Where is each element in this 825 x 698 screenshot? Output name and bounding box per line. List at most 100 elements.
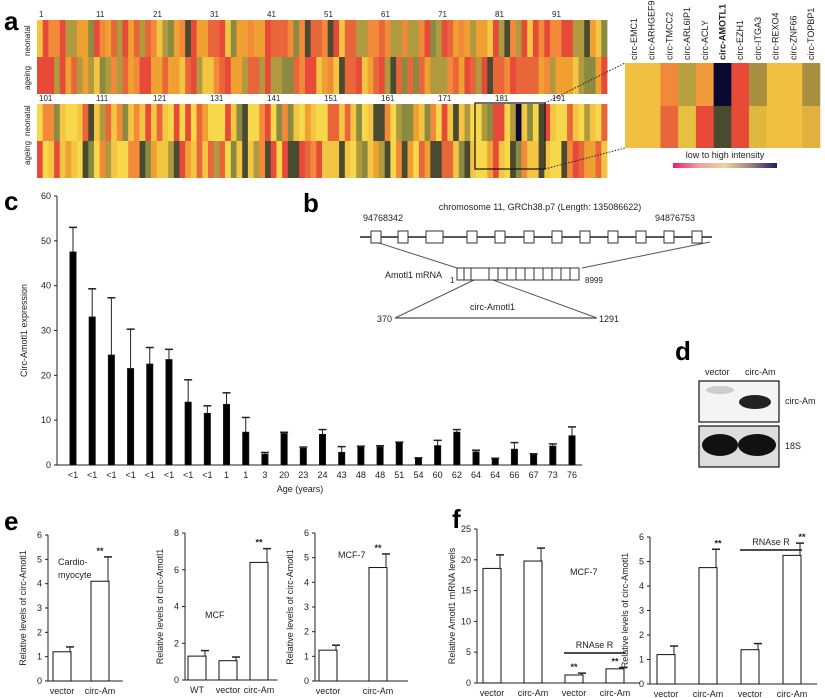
heatmap-cell — [99, 57, 106, 94]
heatmap-cell — [379, 104, 386, 141]
heatmap-cell — [396, 104, 403, 141]
heatmap-cell — [578, 141, 585, 178]
heatmap-cell — [333, 104, 340, 141]
heatmap-cell — [436, 20, 443, 57]
heatmap-cell — [344, 141, 351, 178]
x-tick-label: 20 — [279, 470, 289, 480]
zoom-cell — [802, 106, 821, 148]
heatmap-cell — [515, 141, 522, 178]
heatmap-cell — [179, 20, 186, 57]
genomic-end: 94876753 — [655, 213, 695, 223]
heatmap-cell — [82, 57, 89, 94]
heatmap-cell — [595, 20, 602, 57]
heatmap-cell — [225, 141, 232, 178]
heatmap-cell — [572, 20, 579, 57]
heatmap-cell — [567, 104, 574, 141]
heatmap-cell — [156, 20, 163, 57]
zoom-cell — [642, 63, 661, 106]
row-label-ageing: ageing — [23, 66, 32, 90]
heatmap-cell — [236, 57, 243, 94]
bar — [223, 403, 231, 466]
heatmap-cell — [356, 104, 363, 141]
heatmap-tick: 81 — [495, 10, 504, 19]
chart-e3: 0 1 2 3 4 5 6 vector circ-Am ** Relative levels of… — [285, 528, 408, 696]
panel-label-f: f — [452, 504, 461, 534]
y-tick-label: 20 — [461, 555, 471, 565]
heatmap-cell — [396, 57, 403, 94]
zoom-cell — [766, 106, 785, 148]
heatmap-cell — [202, 20, 209, 57]
exon-box — [425, 230, 444, 244]
heatmap-tick: 161 — [381, 94, 395, 103]
y-axis-label: Relative levels of circ-Amotl1 — [620, 553, 630, 669]
heatmap-cell — [407, 104, 414, 141]
heatmap-cell — [361, 57, 368, 94]
bar — [472, 451, 480, 466]
heatmap-zoom: circ-EMC1 circ-ARHGEF9 circ-TMCC2 circ-ARL6… — [625, 0, 821, 148]
y-tick-label: 5 — [37, 554, 42, 564]
x-tick-label: <1 — [68, 470, 78, 480]
bar — [605, 668, 625, 684]
mrna-exon-box — [488, 267, 499, 281]
chart-e2: 0 2 4 6 8 WT vector circ-Am ** Relative levels of… — [155, 528, 278, 695]
heatmap-cell — [464, 141, 471, 178]
heatmap-cell — [361, 20, 368, 57]
heatmap-cell — [105, 20, 112, 57]
heatmap-cell — [339, 141, 346, 178]
heatmap-cell — [390, 20, 397, 57]
y-tick-label: 2 — [639, 630, 644, 640]
heatmap-cell — [384, 20, 391, 57]
heatmap-cell — [82, 141, 89, 178]
heatmap-cell — [88, 20, 95, 57]
heatmap-cell — [185, 57, 192, 94]
heatmap-cell — [470, 141, 477, 178]
heatmap-cell — [601, 20, 608, 57]
heatmap-cell — [527, 104, 534, 141]
heatmap-cell — [413, 57, 420, 94]
heatmap-cell — [225, 20, 232, 57]
chart-e1: 0 1 2 3 4 5 6 vector circ-Am ** Relative levels of… — [18, 530, 123, 696]
heatmap-cell — [555, 57, 562, 94]
y-axis-label: Relative Amotl1 mRNA levels — [447, 547, 457, 664]
exon-box — [691, 230, 703, 244]
heatmap-cell — [350, 57, 357, 94]
heatmap-cell — [287, 57, 294, 94]
y-tick-label: 0 — [304, 676, 309, 686]
heatmap-cell — [532, 20, 539, 57]
heatmap-cell — [487, 57, 494, 94]
heatmap-cell — [230, 57, 237, 94]
significance-marker: ** — [714, 538, 722, 548]
heatmap-cell — [373, 141, 380, 178]
y-tick-label: 1 — [304, 651, 309, 661]
bar — [280, 433, 288, 466]
heatmap-tick: 1 — [39, 10, 44, 19]
bar — [395, 442, 403, 466]
heatmap-cell — [367, 20, 374, 57]
heatmap-cell — [430, 104, 437, 141]
y-tick-label: 50 — [41, 236, 51, 246]
heatmap-cell — [481, 57, 488, 94]
heatmap-cell — [601, 57, 608, 94]
heatmap-cell — [276, 104, 283, 141]
heatmap-cell — [601, 141, 608, 178]
exon-box — [663, 230, 675, 244]
x-tick-label: <1 — [125, 470, 135, 480]
exon-box — [466, 230, 478, 244]
heatmap-tick: 61 — [381, 10, 390, 19]
heatmap-cell — [310, 57, 317, 94]
heatmap-cell — [493, 20, 500, 57]
y-tick-label: 3 — [639, 606, 644, 616]
y-tick-label: 2 — [174, 638, 179, 648]
mrna-exon-box — [560, 267, 571, 281]
heatmap-cell — [37, 57, 44, 94]
x-tick-label: 62 — [452, 470, 462, 480]
heatmap-cell — [498, 57, 505, 94]
panel-label-b: b — [303, 188, 319, 218]
heatmap-cell — [521, 20, 528, 57]
heatmap-cell — [470, 20, 477, 57]
heatmap-cell — [99, 20, 106, 57]
heatmap-cell — [390, 57, 397, 94]
chart-f2: 0 1 2 3 4 5 6 vector circ-Am ** vector circ-Am ** Rel… — [620, 532, 818, 698]
panel-label-a: a — [4, 6, 19, 36]
bar — [510, 448, 518, 466]
